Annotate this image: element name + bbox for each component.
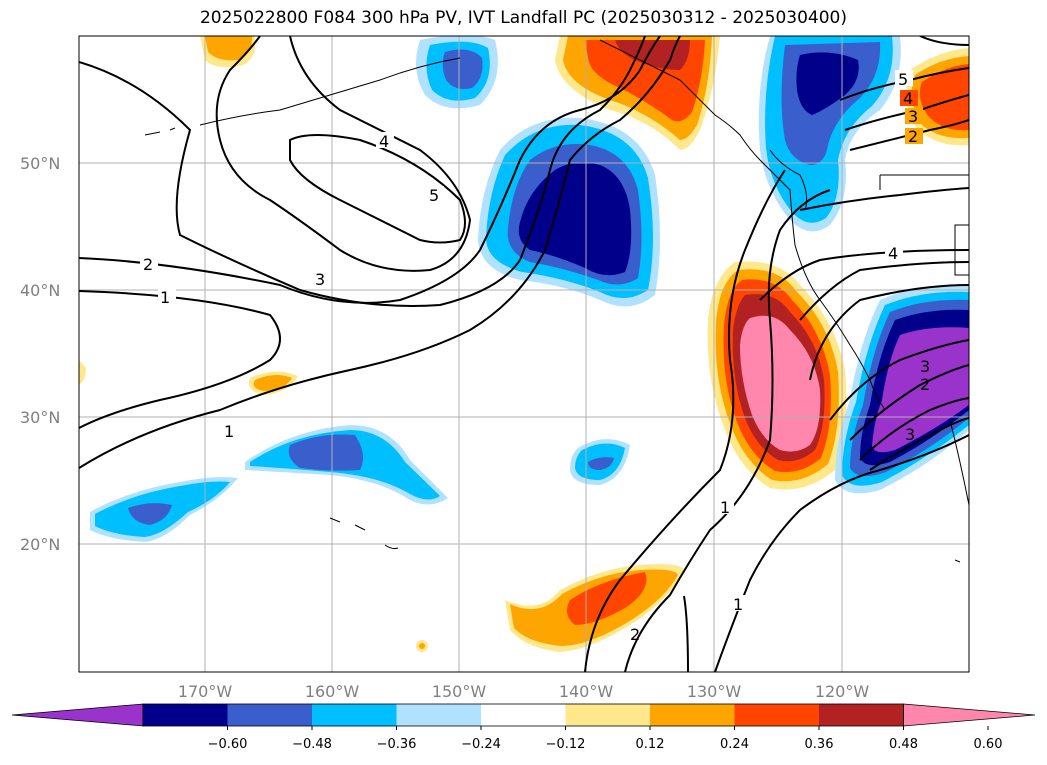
- lon-label: 150°W: [432, 682, 487, 701]
- colorbar-segment: [396, 704, 482, 726]
- coastlines: [144, 39, 969, 563]
- colorbar-segment: [734, 704, 820, 726]
- map-frame: [78, 35, 970, 673]
- colorbar: −0.60 −0.48 −0.36 −0.24 −0.12 0.12 0.24 0.36 0.4…: [11, 703, 1036, 752]
- contour-label: 3: [905, 425, 915, 444]
- colorbar-tick-label: 0.60: [974, 737, 1003, 752]
- contour-label: 1: [224, 422, 234, 441]
- lon-label: 120°W: [815, 682, 870, 701]
- lat-labels: 50°N 40°N 30°N 20°N: [20, 154, 60, 554]
- colorbar-tick-label: 0.24: [720, 737, 749, 752]
- lon-label: 140°W: [559, 682, 614, 701]
- lon-label: 160°W: [305, 682, 360, 701]
- ivt-contours: [79, 36, 969, 672]
- contour-label: 1: [160, 288, 170, 307]
- colorbar-tick-label: −0.12: [546, 737, 586, 752]
- colorbar-tick-label: 0.48: [889, 737, 918, 752]
- contour-label: 2: [908, 127, 918, 146]
- lon-label: 170°W: [178, 682, 233, 701]
- colorbar-segment: [312, 704, 397, 726]
- colorbar-segment: [227, 704, 313, 726]
- colorbar-tick-label: −0.24: [461, 737, 501, 752]
- contour-label: 2: [630, 625, 640, 644]
- lon-label: 130°W: [687, 682, 742, 701]
- colorbar-tick-label: 0.12: [636, 737, 665, 752]
- figure-title: 2025022800 F084 300 hPa PV, IVT Landfall…: [199, 8, 847, 28]
- lat-label: 20°N: [20, 535, 60, 554]
- contour-label: 4: [379, 132, 389, 151]
- contour-label: 4: [903, 89, 913, 108]
- contour-label: 3: [908, 107, 918, 126]
- colorbar-tick-label: −0.60: [208, 737, 248, 752]
- colorbar-border: [142, 703, 904, 727]
- contour-label: 2: [143, 255, 153, 274]
- colorbar-tick-label: −0.48: [292, 737, 332, 752]
- colorbar-segment: [481, 704, 566, 726]
- lat-label: 50°N: [20, 154, 60, 173]
- contour-label-group: 1 2 3 4 5 1 1 1 4 3 2 4 5 2 3 2 3: [140, 70, 930, 644]
- contour-label: 1: [733, 595, 743, 614]
- contour-label: 5: [429, 186, 439, 205]
- colorbar-extend-max: [903, 703, 1036, 727]
- colorbar-tick-label: −0.36: [377, 737, 417, 752]
- contour-label: 4: [888, 244, 898, 263]
- contour-label: 2: [920, 375, 930, 394]
- colorbar-segment: [565, 704, 651, 726]
- contour-label: 5: [898, 70, 908, 89]
- colorbar-segment: [819, 704, 904, 726]
- colorbar-extend-min: [11, 703, 144, 727]
- colorbar-tick-label: 0.36: [805, 737, 834, 752]
- contour-label: 3: [920, 357, 930, 376]
- contour-label: 1: [720, 498, 730, 517]
- contour-label: 3: [315, 270, 325, 289]
- colorbar-segment: [650, 704, 735, 726]
- lat-label: 40°N: [20, 281, 60, 300]
- lat-label: 30°N: [20, 408, 60, 427]
- lon-labels: 170°W 160°W 150°W 140°W 130°W 120°W: [178, 682, 870, 701]
- colorbar-segment: [143, 704, 228, 726]
- pv-shading: [79, 36, 969, 652]
